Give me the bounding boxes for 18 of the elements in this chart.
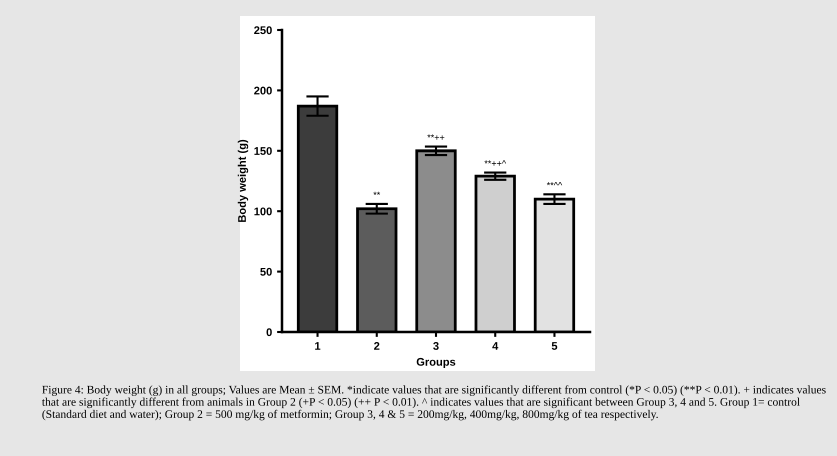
- y-tick-label: 200: [254, 86, 272, 95]
- x-tick-label: 3: [433, 342, 439, 350]
- y-tick-label: 0: [266, 328, 272, 336]
- y-tick-label: 150: [254, 147, 272, 155]
- caption: Figure 4: Body weight (g) in all groups; Values are Mean ± SEM. *indicate values that are significantly different from control (*P < 0.05) (**P < 0.01). + indicates values that are significantly different from animals in Group 2 (+P < 0.05) (++ P < 0.01). ^ indicates values that are significant between Group 3, 4 and 5. Group 1= control (Standard diet and water); Group 2 = 500 mg/kg of metformin; Group 3, 4 & 5 = 200mg/kg, 400mg/kg, 800mg/kg of tea respectively.: [42, 385, 826, 420]
- x-tick-label: 2: [374, 342, 380, 350]
- y-tick-label: 50: [260, 268, 272, 276]
- x-axis-title: Groups: [416, 358, 456, 368]
- annotation: **++^: [484, 160, 506, 166]
- x-tick-label: 4: [492, 342, 498, 350]
- y-tick-label: 250: [254, 26, 272, 34]
- annotation: **++: [427, 134, 444, 140]
- annotation: **^^: [546, 182, 562, 186]
- y-tick-label: 100: [254, 207, 272, 216]
- x-tick-label: 1: [315, 342, 320, 350]
- annotation: **: [373, 192, 380, 195]
- x-tick-label: 5: [552, 342, 558, 350]
- y-axis-title: Body weight (g): [238, 140, 248, 222]
